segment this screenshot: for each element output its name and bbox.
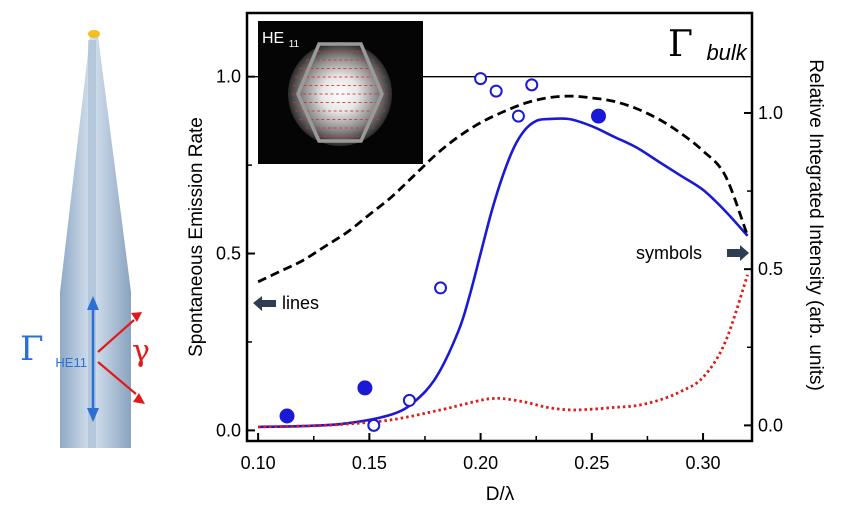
lines-annotation: lines (253, 293, 319, 313)
y-right-tick-label: 0.0 (758, 415, 783, 435)
inset-field-lines (292, 51, 388, 137)
series-layer (257, 72, 749, 432)
lines-label: lines (282, 293, 319, 313)
x-tick-label: 0.25 (574, 453, 609, 473)
guided-arrow-head-up (87, 296, 99, 310)
x-tick-label: 0.30 (686, 453, 721, 473)
y-right-axis-label: Relative Integrated Intensity (arb. unit… (805, 59, 826, 391)
open-data-point (367, 418, 381, 432)
y-left-tick-label: 0.5 (216, 244, 241, 264)
mode-profile-inset: HE 11 (258, 21, 423, 164)
open-data-point (511, 109, 525, 123)
filled-data-point (590, 108, 606, 124)
series-line-dashed (257, 94, 749, 284)
open-data-point (402, 393, 416, 407)
y-left-tick-label: 0.0 (216, 420, 241, 440)
gamma-he-label: Γ (20, 329, 44, 369)
gamma-rad-label: γ (132, 334, 150, 369)
x-tick-label: 0.15 (352, 453, 387, 473)
bulk-gamma: Γ (668, 24, 693, 65)
plot-frame (245, 11, 754, 443)
svg-text:Γ HE11: Γ HE11 (20, 329, 87, 370)
inset-hexagon (296, 42, 384, 143)
x-tick-label: 0.10 (241, 453, 276, 473)
y-left-tick-label: 1.0 (216, 67, 241, 87)
inset-label-subscript: 11 (289, 39, 300, 50)
open-data-point (489, 84, 503, 98)
radiation-arrow-up (97, 319, 135, 353)
radiation-arrow-down-head (133, 393, 145, 404)
open-data-point (474, 72, 488, 86)
x-axis-label: D/λ (486, 484, 515, 505)
y-right-tick-label: 1.0 (758, 103, 783, 123)
radiation-arrow-down (97, 361, 137, 395)
lines-arrow (253, 296, 276, 311)
nanowire-core (88, 40, 96, 448)
bulk-subscript: bulk (706, 40, 747, 65)
bulk-label: Γ bulk (668, 24, 748, 65)
series-line-dotted (258, 274, 749, 429)
inset-label: HE (262, 30, 284, 47)
nanowire-schematic: Γ HE11 γ (20, 30, 150, 448)
axis-ticks: 0.10 0.15 0.20 0.25 0.30 0.0 0.5 1.0 0.0 0.5 1.0 (216, 67, 783, 473)
guided-arrow-head-down (87, 408, 99, 422)
gold-tip (88, 30, 100, 38)
series-line-solid (258, 117, 749, 429)
open-data-point (434, 281, 448, 295)
svg-text:HE 11: HE 11 (262, 30, 300, 50)
x-tick-label: 0.20 (463, 453, 498, 473)
y-right-tick-label: 0.5 (758, 259, 783, 279)
y-left-axis-label: Spontaneous Emission Rate (186, 117, 207, 357)
filled-data-point (357, 380, 373, 396)
gamma-he-subscript: HE11 (55, 355, 87, 370)
filled-data-point (279, 408, 295, 424)
radiation-arrow-up-head (131, 312, 142, 322)
open-data-point (525, 78, 539, 92)
symbols-annotation: symbols (636, 243, 749, 263)
symbols-label: symbols (636, 243, 702, 263)
symbols-arrow (727, 245, 749, 261)
